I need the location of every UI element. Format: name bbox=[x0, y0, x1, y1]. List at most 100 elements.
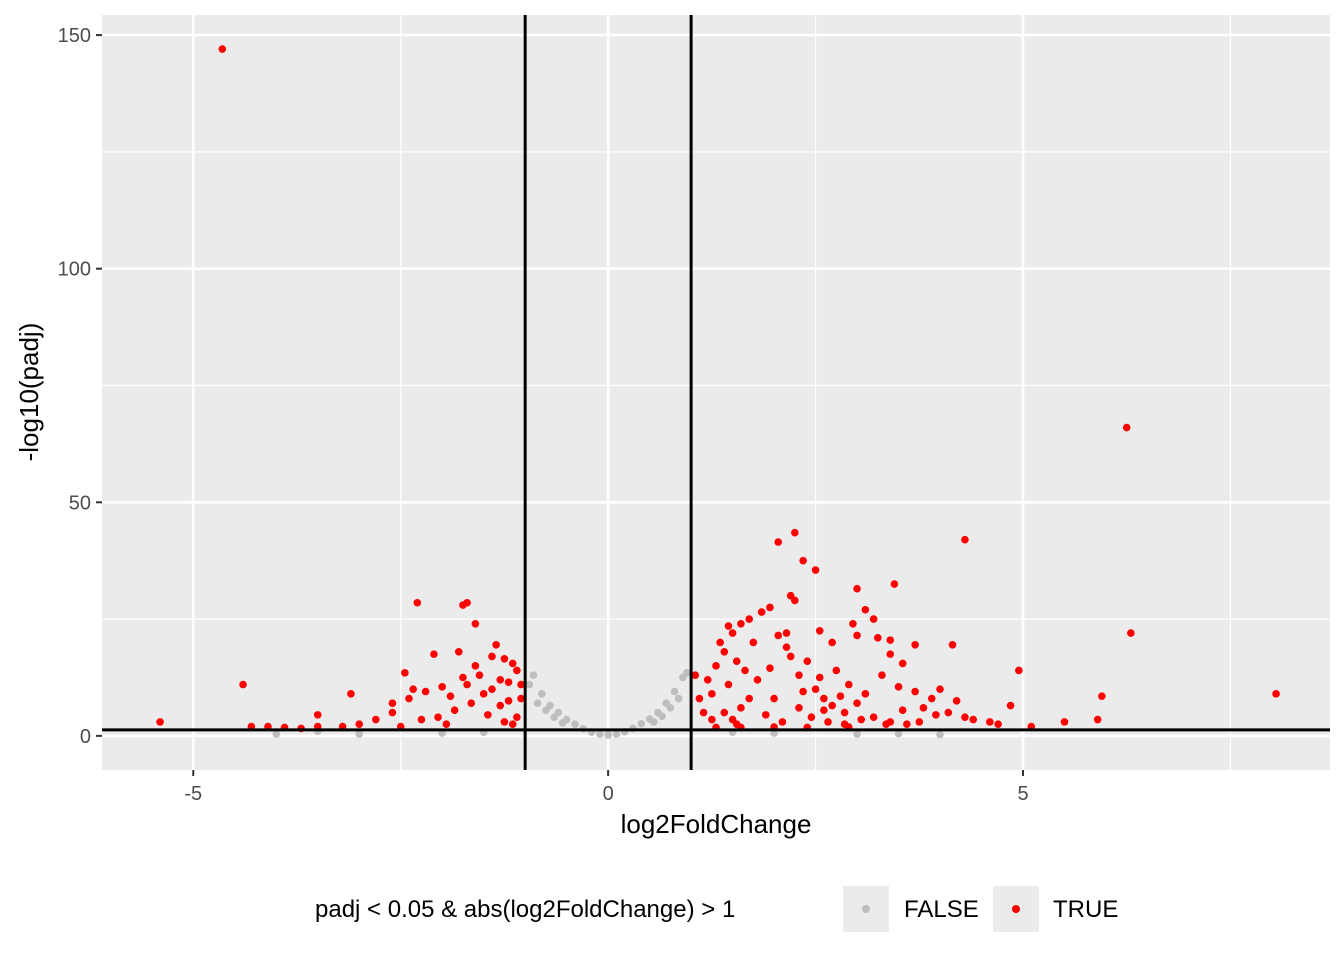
data-point-true bbox=[508, 659, 517, 668]
data-point-true bbox=[708, 715, 716, 724]
data-point-true bbox=[388, 699, 397, 707]
data-point-true bbox=[795, 704, 803, 712]
data-point-true bbox=[409, 685, 417, 693]
data-point-true bbox=[438, 683, 446, 691]
data-point-false bbox=[355, 730, 364, 738]
y-axis-title: -log10(padj) bbox=[14, 323, 44, 462]
data-point-false bbox=[683, 669, 691, 677]
data-point-true bbox=[915, 718, 924, 726]
data-point-true bbox=[774, 538, 783, 546]
data-point-true bbox=[1272, 690, 1280, 698]
data-point-true bbox=[961, 535, 969, 544]
data-point-true bbox=[500, 718, 509, 726]
data-point-true bbox=[454, 647, 463, 656]
data-point-true bbox=[1122, 423, 1131, 432]
data-point-true bbox=[699, 708, 708, 717]
data-point-true bbox=[450, 706, 459, 714]
data-point-true bbox=[471, 619, 480, 628]
data-point-true bbox=[1006, 701, 1015, 710]
data-point-true bbox=[766, 664, 774, 672]
data-point-true bbox=[932, 711, 940, 719]
data-point-true bbox=[504, 697, 513, 705]
data-point-true bbox=[413, 598, 422, 607]
data-point-false bbox=[674, 694, 683, 703]
data-point-false bbox=[542, 706, 550, 714]
data-point-true bbox=[857, 715, 866, 724]
data-point-true bbox=[492, 640, 500, 649]
data-point-false bbox=[529, 671, 538, 679]
data-point-true bbox=[886, 650, 895, 658]
data-point-true bbox=[869, 713, 878, 722]
data-point-true bbox=[782, 629, 791, 637]
data-point-true bbox=[994, 720, 1002, 729]
data-point-true bbox=[745, 615, 753, 623]
data-point-true bbox=[824, 718, 832, 726]
data-point-true bbox=[869, 615, 878, 623]
data-point-true bbox=[832, 666, 841, 675]
data-point-true bbox=[861, 690, 870, 698]
data-point-false bbox=[558, 719, 567, 727]
legend-swatch-false bbox=[862, 905, 870, 913]
data-point-false bbox=[853, 730, 861, 738]
data-point-true bbox=[471, 662, 480, 670]
data-point-false bbox=[649, 718, 658, 726]
data-point-false bbox=[537, 690, 546, 698]
data-point-false bbox=[894, 729, 903, 738]
data-point-false bbox=[666, 704, 675, 712]
data-point-false bbox=[550, 713, 559, 722]
data-point-true bbox=[853, 584, 861, 593]
data-point-true bbox=[919, 704, 928, 712]
data-point-true bbox=[467, 699, 476, 707]
data-point-true bbox=[911, 687, 919, 696]
data-point-true bbox=[828, 701, 836, 710]
data-point-true bbox=[405, 694, 413, 703]
data-point-false bbox=[936, 730, 944, 739]
data-point-true bbox=[766, 603, 774, 612]
data-point-false bbox=[533, 699, 542, 707]
data-point-true bbox=[496, 676, 505, 684]
data-point-true bbox=[446, 692, 455, 700]
data-point-true bbox=[347, 690, 355, 698]
data-point-true bbox=[517, 694, 525, 703]
data-point-true bbox=[815, 626, 824, 635]
data-point-true bbox=[898, 659, 907, 668]
data-point-true bbox=[708, 690, 716, 698]
data-point-true bbox=[728, 715, 737, 724]
major-gridlines bbox=[102, 15, 1330, 770]
data-point-true bbox=[724, 680, 733, 689]
data-point-true bbox=[782, 643, 791, 651]
y-tick-label: 150 bbox=[58, 25, 91, 47]
data-point-true bbox=[156, 718, 164, 726]
data-point-true bbox=[703, 676, 712, 684]
data-point-false bbox=[612, 730, 621, 738]
data-point-true bbox=[496, 701, 505, 710]
data-point-true bbox=[986, 718, 994, 726]
data-point-true bbox=[844, 680, 853, 689]
data-point-true bbox=[430, 650, 438, 658]
data-point-true bbox=[724, 622, 733, 630]
data-point-true bbox=[1093, 715, 1102, 724]
data-point-true bbox=[500, 655, 509, 663]
y-tick-label: 0 bbox=[80, 726, 91, 748]
data-point-true bbox=[372, 715, 380, 724]
data-point-true bbox=[749, 638, 758, 647]
data-point-true bbox=[811, 566, 820, 574]
data-point-false bbox=[670, 687, 679, 696]
data-point-true bbox=[811, 685, 820, 693]
data-point-true bbox=[513, 666, 521, 675]
data-point-true bbox=[898, 706, 907, 714]
data-point-true bbox=[886, 636, 895, 644]
data-point-true bbox=[745, 694, 753, 703]
data-point-true bbox=[791, 528, 799, 537]
legend-swatch-true bbox=[1012, 905, 1020, 913]
data-point-true bbox=[944, 708, 953, 717]
legend-label-false: FALSE bbox=[904, 896, 979, 923]
data-point-true bbox=[737, 619, 745, 628]
data-point-true bbox=[479, 690, 488, 698]
data-point-true bbox=[716, 638, 724, 647]
data-point-false bbox=[525, 680, 534, 689]
data-point-true bbox=[807, 713, 816, 722]
data-point-true bbox=[218, 45, 227, 53]
y-tick-label: 50 bbox=[69, 492, 91, 514]
